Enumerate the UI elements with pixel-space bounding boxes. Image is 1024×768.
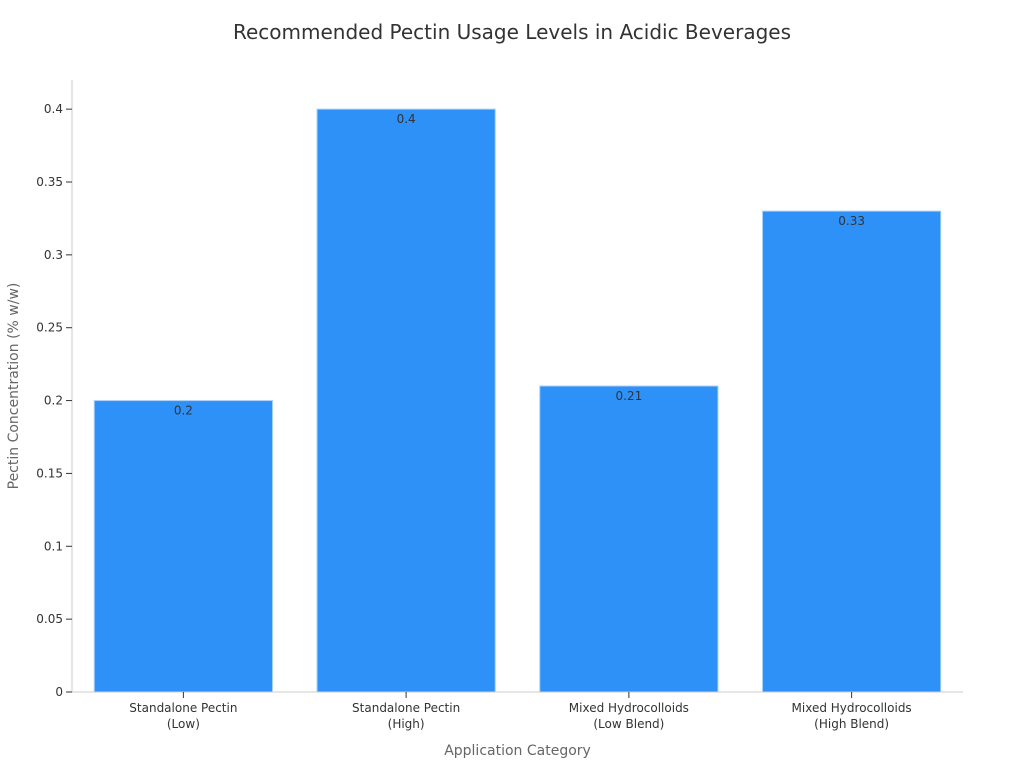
bar	[762, 210, 942, 693]
x-axis-ticks: Standalone Pectin (Low) Standalone Pectin(…	[129, 692, 912, 731]
data-labels-group: 0.2 0.4 0.21 0.33	[174, 112, 865, 417]
bar	[93, 400, 273, 693]
bar-value-label: 0.2	[174, 404, 193, 418]
bar	[539, 385, 719, 693]
y-tick-label: 0.25	[36, 321, 63, 335]
x-tick-label: Mixed Hydrocolloids (High Blend)	[792, 701, 912, 731]
y-tick-label: 0	[55, 685, 63, 699]
y-axis-ticks: 0 0.05 0.1 0.15 0.2 0.25 0.3 0.35 0.4	[36, 102, 72, 699]
y-axis-title: Pectin Concentration (% w/w)	[6, 283, 22, 490]
bar	[316, 108, 496, 693]
y-tick-label: 0.35	[36, 175, 63, 189]
y-tick-label: 0.2	[44, 394, 63, 408]
x-tick-label: Standalone Pectin (High)	[352, 701, 460, 731]
y-tick-label: 0.4	[44, 102, 63, 116]
chart-title: Recommended Pectin Usage Levels in Acidi…	[233, 20, 791, 44]
x-axis-title: Application Category	[444, 743, 591, 759]
bar-value-label: 0.33	[838, 214, 865, 228]
bars-group	[93, 108, 942, 693]
x-tick-label: Standalone Pectin (Low)	[129, 701, 237, 731]
y-tick-label: 0.3	[44, 248, 63, 262]
y-tick-label: 0.1	[44, 539, 63, 553]
y-tick-label: 0.15	[36, 466, 63, 480]
bar-value-label: 0.4	[397, 112, 416, 126]
y-tick-label: 0.05	[36, 612, 63, 626]
bar-value-label: 0.21	[616, 389, 643, 403]
x-tick-label: Mixed Hydrocolloids (Low Blend)	[569, 701, 689, 731]
